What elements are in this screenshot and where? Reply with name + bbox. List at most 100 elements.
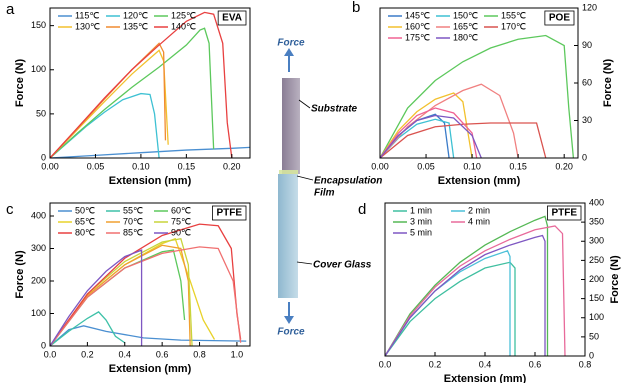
y-axis-label: Force (N) (14, 59, 26, 108)
series-line (50, 244, 191, 346)
y-tick-label: 250 (589, 255, 604, 265)
x-tick-label: 0.20 (223, 161, 241, 171)
force-label: Force (277, 327, 305, 338)
y-tick-label: 100 (31, 64, 46, 74)
panel-label: a (6, 1, 15, 18)
x-tick-label: 0.8 (579, 359, 592, 369)
y-tick-label: 100 (31, 308, 46, 318)
legend-label: 50℃ (75, 205, 95, 215)
leader (296, 175, 314, 181)
panel-annotation: PTFE (216, 208, 242, 219)
legend-label: 4 min (468, 216, 490, 226)
legend-label: 3 min (410, 216, 432, 226)
plot-frame (49, 7, 251, 159)
x-tick-label: 0.05 (87, 161, 105, 171)
panel-annotation: EVA (222, 13, 242, 24)
plot-frame (49, 202, 251, 347)
chart-panel: d 0.0 0.2 0.4 0.6 0.80 50 100 150 200 250 300 350 400… (358, 197, 621, 383)
leader (296, 261, 313, 265)
x-tick-label: 0.20 (555, 161, 573, 171)
panel-label: c (6, 201, 14, 218)
legend-label: 5 min (410, 227, 432, 237)
x-tick-label: 0.15 (178, 161, 196, 171)
substrate (282, 78, 300, 174)
legend-label: 60℃ (171, 205, 191, 215)
y-tick-label: 150 (589, 293, 604, 303)
x-tick-label: 0.15 (509, 161, 527, 171)
y-tick-label: 350 (589, 217, 604, 227)
legend-label: 165℃ (453, 21, 478, 31)
legend-label: 85℃ (123, 227, 143, 237)
series-line (50, 49, 169, 158)
plot-area (380, 34, 575, 158)
legend-label: 80℃ (75, 227, 95, 237)
legend-label: 175℃ (405, 32, 430, 42)
legend-label: 145℃ (405, 10, 430, 20)
x-tick-label: 0.8 (193, 349, 206, 359)
legend-label: 140℃ (171, 21, 196, 31)
y-tick-label: 0 (41, 340, 46, 350)
series-line (50, 11, 233, 158)
y-tick-label: 100 (589, 312, 604, 322)
x-tick-label: 0.4 (479, 359, 492, 369)
x-tick-label: 0.10 (463, 161, 481, 171)
y-tick-label: 400 (31, 210, 46, 220)
legend-label: 90℃ (171, 227, 191, 237)
legend-label: 115℃ (75, 10, 99, 20)
x-tick-label: 0.00 (371, 161, 389, 171)
series-line (380, 107, 478, 158)
substrate-label: Substrate (311, 104, 358, 115)
panel-annotation: POE (549, 13, 570, 24)
series-line (385, 225, 566, 356)
legend-label: 75℃ (171, 216, 191, 226)
x-tick-label: 0.6 (529, 359, 542, 369)
series-line (50, 27, 215, 158)
specimen-diagram: Force Force Substrate Encapsulation Film… (277, 38, 382, 338)
y-tick-label: 300 (589, 236, 604, 246)
x-axis-label: Extension (mm) (444, 373, 527, 383)
x-tick-label: 0.0 (44, 349, 57, 359)
x-axis-label: Extension (mm) (109, 363, 192, 375)
x-tick-label: 0.4 (119, 349, 132, 359)
x-tick-label: 0.0 (379, 359, 392, 369)
series-line (50, 146, 250, 158)
panel-label: b (352, 0, 360, 16)
chart-panel: a 0.00 0.05 0.10 0.15 0.20 0 50 100 150 Extension … (6, 1, 251, 187)
y-tick-label: 300 (31, 243, 46, 253)
y-tick-label: 50 (36, 108, 46, 118)
y-tick-label: 400 (589, 197, 604, 207)
x-axis-label: Extension (mm) (438, 175, 521, 187)
legend-label: 65℃ (75, 216, 95, 226)
legend-label: 55℃ (123, 205, 143, 215)
y-tick-label: 60 (582, 77, 592, 87)
y-axis-label: Force (N) (609, 255, 621, 304)
annotation-box (217, 10, 247, 26)
x-tick-label: 1.0 (231, 349, 244, 359)
series-line (385, 234, 546, 356)
y-tick-label: 150 (31, 20, 46, 30)
plot-area (385, 215, 566, 356)
y-tick-label: 200 (589, 274, 604, 284)
annotation-box (544, 10, 575, 26)
legend-label: 155℃ (501, 10, 526, 20)
series-line (50, 92, 160, 158)
y-tick-label: 200 (31, 275, 46, 285)
series-line (385, 261, 516, 356)
y-tick-label: 50 (589, 331, 599, 341)
x-tick-label: 0.6 (156, 349, 169, 359)
series-line (50, 311, 126, 346)
chart-panel: b 0.00 0.05 0.10 0.15 0.20 0 30 60 90 120 Extension… (352, 0, 614, 187)
y-axis-label: Force (N) (602, 59, 614, 108)
plot-area (50, 223, 247, 346)
y-tick-label: 90 (582, 40, 592, 50)
legend-label: 70℃ (123, 216, 143, 226)
panel-annotation: PTFE (551, 208, 577, 219)
film-label: Encapsulation (314, 176, 382, 187)
glass-label: Cover Glass (313, 260, 372, 271)
legend-label: 180℃ (453, 32, 478, 42)
series-line (380, 122, 547, 158)
legend-label: 2 min (468, 205, 490, 215)
legend-label: 130℃ (75, 21, 100, 31)
x-tick-label: 0.10 (132, 161, 150, 171)
